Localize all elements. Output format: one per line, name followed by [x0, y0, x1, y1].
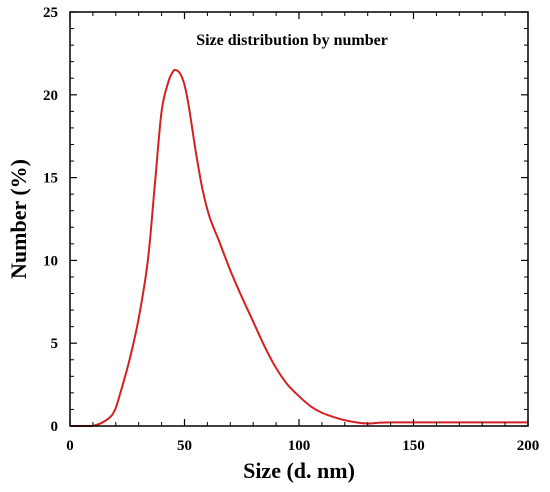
- y-tick-label: 15: [43, 171, 58, 187]
- y-tick-label: 10: [43, 253, 58, 269]
- y-tick-label: 5: [51, 336, 59, 352]
- distribution-curve: [92, 68, 528, 427]
- x-tick-label: 100: [288, 438, 311, 454]
- series-layer: [70, 68, 528, 427]
- x-tick-label: 150: [402, 438, 425, 454]
- ticks-layer: 0 50 100 150 200 0 5 10 15 20 25: [43, 5, 539, 454]
- y-axis-title: Number (%): [6, 159, 31, 279]
- plot-frame: [69, 11, 529, 427]
- y-tick-label: 25: [43, 5, 58, 21]
- chart-title: Size distribution by number: [196, 32, 388, 49]
- x-tick-label: 50: [177, 438, 192, 454]
- y-tick-label: 0: [51, 419, 59, 435]
- x-axis-title: Size (d. nm): [243, 458, 355, 483]
- x-tick-label: 200: [517, 438, 540, 454]
- y-tick-label: 20: [43, 88, 58, 104]
- x-tick-label: 0: [66, 438, 74, 454]
